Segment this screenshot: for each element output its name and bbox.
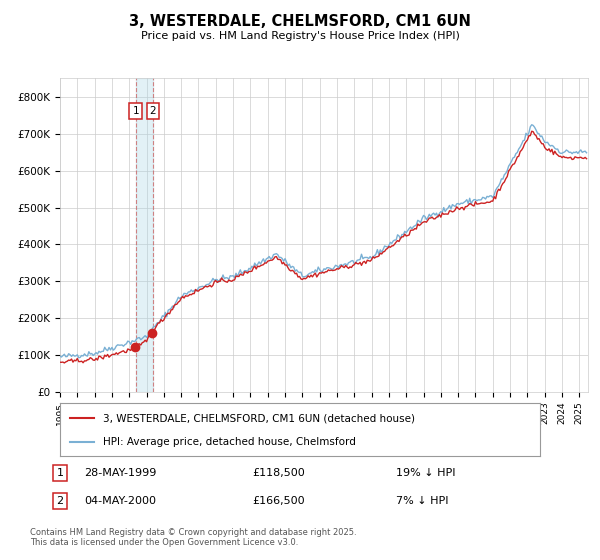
Text: 3, WESTERDALE, CHELMSFORD, CM1 6UN: 3, WESTERDALE, CHELMSFORD, CM1 6UN xyxy=(129,14,471,29)
Text: 28-MAY-1999: 28-MAY-1999 xyxy=(84,468,157,478)
Text: Price paid vs. HM Land Registry's House Price Index (HPI): Price paid vs. HM Land Registry's House … xyxy=(140,31,460,41)
Text: Contains HM Land Registry data © Crown copyright and database right 2025.
This d: Contains HM Land Registry data © Crown c… xyxy=(30,528,356,547)
Text: £166,500: £166,500 xyxy=(252,496,305,506)
Text: 1: 1 xyxy=(133,106,139,116)
Text: 19% ↓ HPI: 19% ↓ HPI xyxy=(396,468,455,478)
Text: 1: 1 xyxy=(56,468,64,478)
Text: 04-MAY-2000: 04-MAY-2000 xyxy=(84,496,156,506)
Text: 3, WESTERDALE, CHELMSFORD, CM1 6UN (detached house): 3, WESTERDALE, CHELMSFORD, CM1 6UN (deta… xyxy=(103,413,415,423)
Text: HPI: Average price, detached house, Chelmsford: HPI: Average price, detached house, Chel… xyxy=(103,436,356,446)
Bar xyxy=(136,78,153,392)
Text: 2: 2 xyxy=(56,496,64,506)
Text: £118,500: £118,500 xyxy=(252,468,305,478)
Text: 2: 2 xyxy=(149,106,156,116)
Text: 7% ↓ HPI: 7% ↓ HPI xyxy=(396,496,449,506)
